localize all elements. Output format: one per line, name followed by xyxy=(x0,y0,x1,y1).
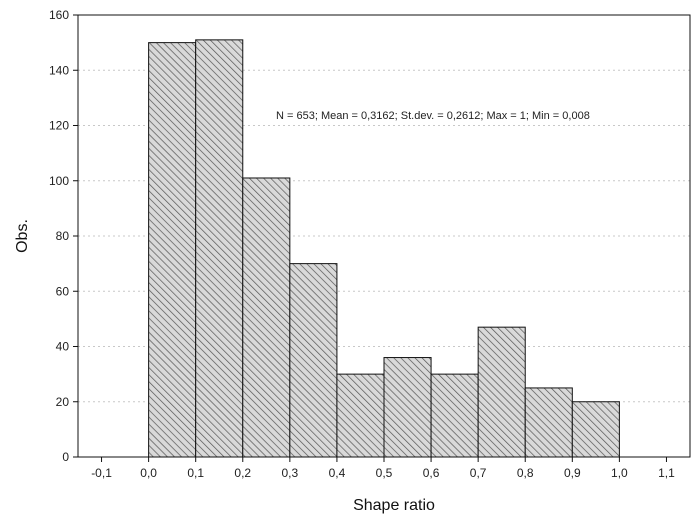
histogram-bar xyxy=(524,387,573,458)
x-tick-label: 0,6 xyxy=(423,466,440,480)
x-tick-label: 1,1 xyxy=(658,466,675,480)
histogram-bar xyxy=(571,401,620,458)
x-axis-title: Shape ratio xyxy=(353,497,435,514)
y-tick-label: 120 xyxy=(49,119,69,133)
y-tick-label: 40 xyxy=(56,340,70,354)
y-tick-label: 20 xyxy=(56,395,70,409)
x-tick-label: 0,8 xyxy=(517,466,534,480)
x-tick-label: 0,3 xyxy=(282,466,299,480)
y-tick-label: 80 xyxy=(56,229,70,243)
x-tick-label: 0,0 xyxy=(140,466,157,480)
tick-labels: 0 20 40 60 80 100 120 140 160 -0,1 0,0 0,1 0,2 0,3 0,4… xyxy=(49,8,675,480)
y-axis-title: Obs. xyxy=(14,219,31,253)
x-tick-label: 0,2 xyxy=(234,466,251,480)
x-tick-label: 0,7 xyxy=(470,466,487,480)
histogram-bar xyxy=(477,326,526,458)
x-tick-label: -0,1 xyxy=(91,466,112,480)
histogram-bar xyxy=(430,373,479,458)
x-tick-label: 1,0 xyxy=(611,466,628,480)
x-tick-label: 0,4 xyxy=(329,466,346,480)
summary-statistics-annotation: N = 653; Mean = 0,3162; St.dev. = 0,2612… xyxy=(276,110,590,122)
y-tick-label: 100 xyxy=(49,174,69,188)
histogram-bar xyxy=(195,39,244,458)
y-tick-label: 160 xyxy=(49,8,69,22)
histogram-bar xyxy=(289,263,338,458)
histogram-bar xyxy=(148,42,197,458)
y-tick-label: 60 xyxy=(56,284,70,298)
histogram-bar xyxy=(336,373,385,458)
x-tick-label: 0,5 xyxy=(376,466,393,480)
histogram-bar xyxy=(383,357,432,458)
x-tick-label: 0,1 xyxy=(187,466,204,480)
y-tick-label: 140 xyxy=(49,63,69,77)
axes xyxy=(73,14,691,462)
histogram-bar xyxy=(242,177,291,458)
x-tick-label: 0,9 xyxy=(564,466,581,480)
histogram-bars xyxy=(148,39,620,458)
y-tick-label: 0 xyxy=(62,450,69,464)
